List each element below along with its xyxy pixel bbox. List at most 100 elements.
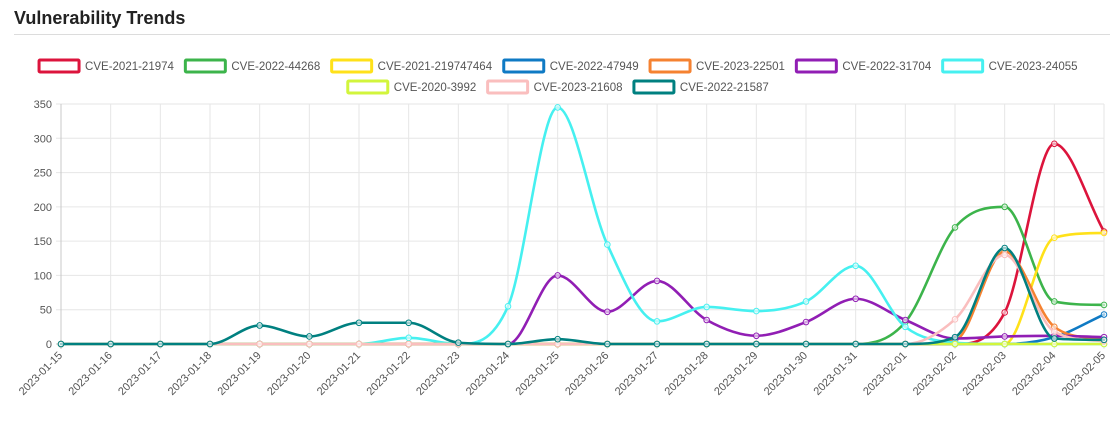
legend-swatch: [330, 58, 374, 74]
data-point: [1051, 234, 1058, 242]
data-point: [504, 340, 512, 348]
data-point: [1051, 140, 1058, 148]
data-point: [1001, 244, 1008, 252]
data-point: [405, 319, 412, 327]
legend-label: CVE-2020-3992: [394, 82, 476, 94]
x-tick-label: 2023-01-30: [762, 350, 810, 398]
x-tick-label: 2023-01-22: [365, 350, 413, 398]
x-tick-label: 2023-01-17: [116, 350, 164, 398]
legend-swatch: [346, 79, 390, 95]
data-point: [256, 340, 263, 348]
x-tick-label: 2023-02-01: [861, 350, 909, 398]
series-cve-2021-219747464: [57, 229, 1108, 348]
data-point: [1051, 340, 1058, 348]
data-point: [306, 333, 313, 340]
data-point: [852, 295, 859, 303]
data-point: [902, 340, 909, 348]
legend-item[interactable]: CVE-2022-44268: [183, 58, 320, 74]
x-tick-label: 2023-01-20: [265, 350, 313, 398]
data-point: [1100, 301, 1108, 309]
y-tick-label: 100: [34, 270, 52, 282]
series-line: [59, 231, 1106, 346]
x-tick-label: 2023-01-27: [613, 350, 661, 398]
series-cve-2023-22501: [57, 248, 1108, 348]
data-point: [703, 303, 710, 311]
data-point: [703, 340, 710, 348]
data-point: [504, 302, 512, 310]
legend-swatch: [37, 58, 81, 74]
data-point: [753, 332, 760, 340]
x-tick-label: 2023-01-29: [712, 350, 760, 398]
data-point: [355, 319, 363, 327]
data-point: [951, 224, 959, 231]
series-cve-2023-21608: [57, 251, 1108, 348]
data-point: [653, 277, 661, 285]
data-point: [604, 340, 611, 348]
legend-label: CVE-2022-44268: [231, 61, 320, 73]
series-cve-2023-24055: [57, 104, 1108, 348]
y-tick-label: 200: [34, 202, 52, 214]
legend-label: CVE-2022-47949: [550, 61, 639, 73]
series-line: [59, 106, 1106, 346]
data-point: [1100, 311, 1108, 318]
x-tick-label: 2023-01-24: [464, 350, 512, 398]
legend-item[interactable]: CVE-2021-21974: [37, 58, 175, 74]
title-divider: [14, 34, 1110, 35]
legend-item[interactable]: CVE-2022-31704: [794, 58, 932, 74]
x-tick-label: 2023-01-18: [166, 350, 214, 398]
data-point: [157, 340, 164, 348]
y-tick-label: 50: [40, 305, 52, 317]
x-tick-label: 2023-01-25: [514, 350, 562, 398]
x-tick-label: 2023-01-23: [414, 350, 462, 398]
data-point: [852, 262, 859, 270]
legend-item[interactable]: CVE-2022-21587: [632, 79, 769, 95]
data-point: [1001, 309, 1008, 316]
data-point: [1051, 298, 1058, 305]
data-point: [57, 340, 65, 348]
data-point: [1001, 251, 1008, 259]
x-tick-label: 2023-01-31: [812, 350, 860, 398]
data-point: [1001, 203, 1008, 211]
legend-swatch: [183, 58, 227, 74]
x-tick-label: 2023-02-04: [1010, 350, 1058, 398]
legend-item[interactable]: CVE-2022-47949: [502, 58, 639, 74]
legend-label: CVE-2022-31704: [842, 61, 931, 73]
x-tick-label: 2023-01-16: [67, 350, 115, 398]
x-tick-label: 2023-01-19: [216, 350, 264, 398]
legend-swatch: [486, 79, 530, 95]
data-point: [703, 316, 710, 324]
data-point: [653, 340, 661, 348]
legend-label: CVE-2021-21974: [85, 61, 174, 73]
page-title: Vulnerability Trends: [14, 8, 186, 28]
legend-label: CVE-2021-219747464: [378, 61, 493, 73]
data-point: [554, 104, 561, 111]
legend-item[interactable]: CVE-2021-219747464: [330, 58, 493, 74]
data-point: [1001, 340, 1008, 348]
data-point: [107, 340, 114, 348]
data-point: [753, 340, 760, 348]
y-tick-label: 150: [34, 236, 52, 248]
data-point: [951, 340, 959, 348]
data-point: [256, 322, 263, 329]
y-tick-label: 250: [34, 168, 52, 180]
legend-swatch: [941, 58, 985, 74]
data-point: [951, 316, 959, 323]
x-tick-label: 2023-01-21: [315, 350, 363, 398]
series-line: [59, 253, 1106, 346]
legend-swatch: [502, 58, 546, 74]
series-line: [59, 246, 1106, 346]
data-point: [355, 340, 363, 348]
legend-swatch: [632, 79, 676, 95]
legend-item[interactable]: CVE-2023-21608: [486, 79, 623, 95]
series-line: [59, 142, 1106, 346]
legend-item[interactable]: CVE-2020-3992: [346, 79, 476, 95]
series-line: [59, 250, 1106, 346]
data-point: [1001, 333, 1008, 340]
x-tick-label: 2023-01-15: [17, 350, 65, 398]
legend-label: CVE-2023-21608: [534, 82, 623, 94]
data-point: [604, 308, 611, 316]
legend-item[interactable]: CVE-2023-22501: [648, 58, 785, 74]
data-point: [455, 339, 462, 346]
legend-item[interactable]: CVE-2023-24055: [941, 58, 1078, 74]
data-point: [802, 298, 810, 305]
